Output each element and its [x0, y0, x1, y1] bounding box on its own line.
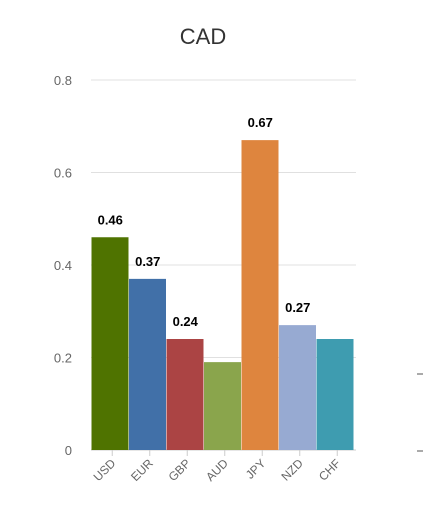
- y-tick-label: 0: [65, 443, 72, 458]
- bar-aud: [204, 362, 241, 450]
- data-label-nzd: 0.27: [285, 300, 310, 315]
- y-tick-label: 0.6: [54, 166, 72, 181]
- y-tick-label: 0.4: [54, 258, 72, 273]
- y-axis-ticks: 0 0.2 0.4 0.6 0.8: [54, 73, 72, 458]
- bar-gbp: [166, 339, 204, 450]
- x-tick-label-nzd: NZD: [279, 456, 307, 484]
- data-label-eur: 0.37: [135, 254, 160, 269]
- data-label-jpy: 0.67: [248, 115, 273, 130]
- bar-chf: [316, 339, 354, 450]
- y-tick-label: 0.8: [54, 73, 72, 88]
- y-tick-label: 0.2: [54, 351, 72, 366]
- data-labels: 0.46 0.37 0.24 0.67 0.27: [98, 115, 311, 329]
- x-tick-label-aud: AUD: [203, 456, 231, 484]
- bar-jpy: [241, 140, 279, 450]
- bar-nzd: [279, 325, 316, 450]
- data-label-gbp: 0.24: [173, 314, 199, 329]
- bar-eur: [129, 278, 166, 450]
- bar-usd: [91, 237, 129, 450]
- bars: [91, 140, 354, 450]
- x-axis-ticks: USD EUR GBP AUD JPY NZD CHF: [91, 450, 343, 484]
- data-label-usd: 0.46: [98, 212, 123, 227]
- x-tick-label-usd: USD: [91, 456, 119, 484]
- x-tick-label-eur: EUR: [128, 456, 156, 484]
- x-tick-label-chf: CHF: [316, 456, 343, 483]
- chart-title: CAD: [180, 24, 226, 49]
- x-tick-label-gbp: GBP: [166, 456, 194, 484]
- x-tick-label-jpy: JPY: [243, 456, 268, 481]
